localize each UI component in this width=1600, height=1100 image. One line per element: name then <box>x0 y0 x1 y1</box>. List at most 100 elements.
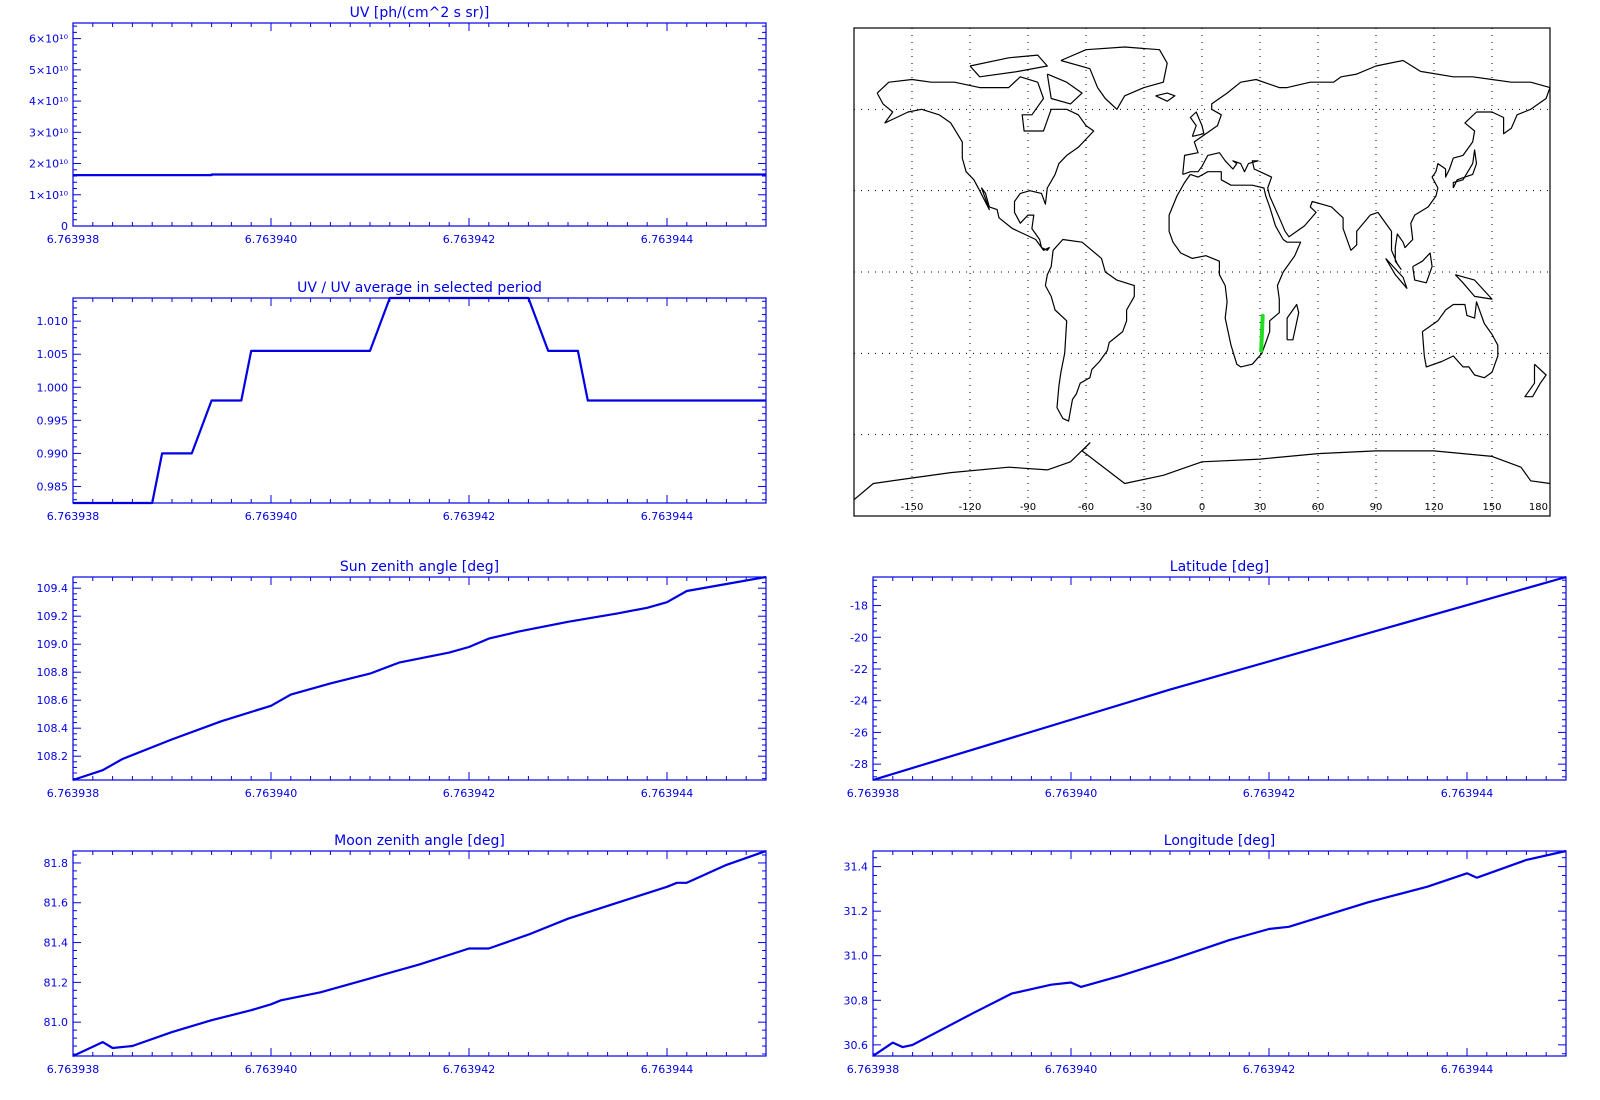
south-america-coast <box>1044 238 1135 422</box>
plot-frame <box>872 576 1567 781</box>
x-tick-label: 6.763942 <box>443 1063 496 1076</box>
y-tick-label: 81.8 <box>44 857 69 870</box>
series-line <box>72 575 767 782</box>
x-tick-label: 6.763942 <box>443 787 496 800</box>
x-tick-label: 6.763942 <box>443 233 496 246</box>
y-tick-label: 5×10¹⁰ <box>29 64 69 77</box>
iceland-coast <box>1155 92 1176 102</box>
y-tick-label: -24 <box>850 695 868 708</box>
x-tick-label: 6.763944 <box>641 510 694 523</box>
chart-moon-zenith: Moon zenith angle [deg] 6.763938 6.763940 6… <box>44 833 767 1076</box>
chart-uv: UV [ph/(cm^2 s sr)] 6.763938 6.763940 6.763… <box>29 5 767 246</box>
y-tick-label: 108.6 <box>37 694 69 707</box>
arctic-islands-coast <box>969 54 1048 78</box>
y-tick-label: 2×10¹⁰ <box>29 158 69 171</box>
borneo-coast <box>1412 252 1433 284</box>
x-tick-label: 6.763944 <box>641 1063 694 1076</box>
map-lon-tick-label: 30 <box>1254 502 1267 513</box>
uk-coast <box>1189 111 1205 137</box>
chart-title: UV / UV average in selected period <box>297 280 542 296</box>
world-map: -150 -120 -90 -60 -30 0 30 60 90 120 150 180 <box>853 27 1551 517</box>
series-line <box>872 849 1567 1057</box>
plot-frame <box>872 850 1567 1057</box>
x-tick-label: 6.763938 <box>847 787 900 800</box>
sumatra-coast <box>1385 257 1408 289</box>
baffin-coast <box>1046 73 1083 105</box>
y-tick-label: 81.4 <box>44 937 69 950</box>
map-lon-tick-label: 150 <box>1482 502 1501 513</box>
x-tick-label: 6.763940 <box>245 233 298 246</box>
y-tick-label: -20 <box>850 631 868 644</box>
madagascar-coast <box>1286 303 1300 341</box>
map-lon-tick-label: -120 <box>959 502 982 513</box>
y-tick-label: 1×10¹⁰ <box>29 189 69 202</box>
map-lon-tick-label: -60 <box>1078 502 1094 513</box>
y-tick-label: -28 <box>850 758 868 771</box>
y-tick-label: 30.6 <box>844 1039 869 1052</box>
x-tick-label: 6.763938 <box>47 233 100 246</box>
y-tick-label: 81.6 <box>44 897 69 910</box>
map-lon-tick-label: -150 <box>901 502 924 513</box>
x-tick-label: 6.763938 <box>47 1063 100 1076</box>
x-tick-label: 6.763938 <box>47 787 100 800</box>
y-tick-label: 109.4 <box>37 582 69 595</box>
y-tick-label: 1.000 <box>37 381 69 394</box>
chart-title: UV [ph/(cm^2 s sr)] <box>350 5 490 21</box>
y-tick-label: 3×10¹⁰ <box>29 126 69 139</box>
chart-sun-zenith: Sun zenith angle [deg] 6.763938 6.763940 6.… <box>37 559 767 800</box>
australia-coast <box>1421 301 1499 379</box>
chart-uv-ratio: UV / UV average in selected period 6.7639… <box>37 280 767 523</box>
y-tick-label: 31.0 <box>844 950 869 963</box>
y-tick-label: 108.8 <box>37 666 69 679</box>
x-tick-label: 6.763940 <box>245 510 298 523</box>
y-tick-label: 1.005 <box>37 348 69 361</box>
chart-title: Longitude [deg] <box>1164 833 1275 849</box>
y-tick-label: 0.995 <box>37 414 69 427</box>
map-lon-tick-label: 120 <box>1424 502 1443 513</box>
chart-longitude: Longitude [deg] 6.763938 6.763940 6.763942 6… <box>844 833 1567 1076</box>
x-tick-label: 6.763940 <box>1045 787 1098 800</box>
y-tick-label: 108.4 <box>37 722 69 735</box>
x-tick-label: 6.763940 <box>1045 1063 1098 1076</box>
y-tick-label: 31.4 <box>844 861 869 874</box>
x-tick-label: 6.763938 <box>847 1063 900 1076</box>
new-zealand-coast <box>1524 363 1547 398</box>
x-tick-label: 6.763942 <box>1243 787 1296 800</box>
plot-frame <box>72 22 767 227</box>
series-line <box>73 173 766 177</box>
y-tick-label: 0.990 <box>37 447 69 460</box>
y-tick-label: 81.0 <box>44 1016 69 1029</box>
y-tick-label: 0.985 <box>37 480 69 493</box>
plot-frame <box>72 576 767 781</box>
y-tick-label: 31.2 <box>844 905 869 918</box>
y-tick-label: 30.8 <box>844 994 869 1007</box>
chart-title: Sun zenith angle [deg] <box>340 559 499 575</box>
y-tick-label: 109.0 <box>37 638 69 651</box>
antarctica-coast <box>853 442 1551 501</box>
y-tick-label: -22 <box>850 663 868 676</box>
x-tick-label: 6.763942 <box>443 510 496 523</box>
x-tick-label: 6.763944 <box>1441 787 1494 800</box>
map-frame <box>853 27 1551 517</box>
x-tick-label: 6.763944 <box>641 787 694 800</box>
y-tick-label: 108.2 <box>37 750 69 763</box>
africa-coast <box>1168 171 1302 368</box>
plot-frame <box>72 850 767 1057</box>
y-tick-label: 0 <box>61 220 68 233</box>
series-line <box>72 849 767 1057</box>
ground-track <box>1259 313 1265 353</box>
japan-coast <box>1452 149 1478 189</box>
chart-latitude: Latitude [deg] 6.763938 6.763940 6.763942 6.… <box>847 559 1567 800</box>
map-lon-tick-label: 180 <box>1529 502 1548 513</box>
y-tick-label: 4×10¹⁰ <box>29 95 69 108</box>
map-lon-tick-label: 60 <box>1312 502 1325 513</box>
x-tick-label: 6.763944 <box>641 233 694 246</box>
chart-title: Moon zenith angle [deg] <box>334 833 505 849</box>
y-tick-label: -26 <box>850 726 868 739</box>
series-line <box>872 575 1567 782</box>
y-tick-label: 109.2 <box>37 610 69 623</box>
y-tick-label: 6×10¹⁰ <box>29 33 69 46</box>
x-tick-label: 6.763940 <box>245 1063 298 1076</box>
x-tick-label: 6.763944 <box>1441 1063 1494 1076</box>
